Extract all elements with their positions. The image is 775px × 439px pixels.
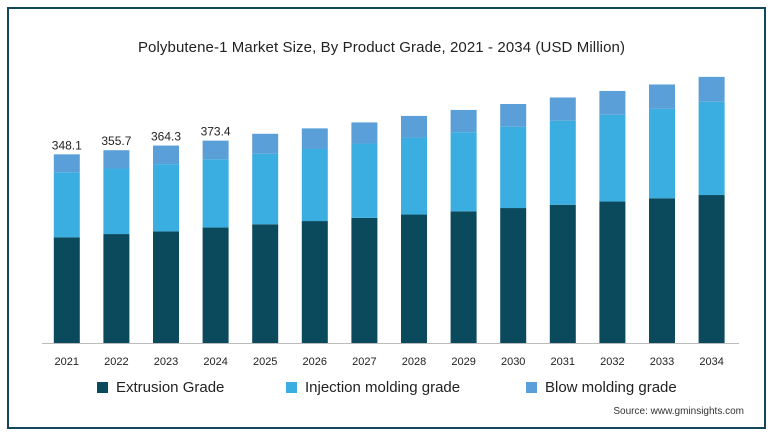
bar-chart: 348.1 2021 355.7 2022 364.3 2023 373.4 2024 2025…: [42, 76, 739, 368]
data-label-2023: 364.3: [151, 130, 181, 144]
bar-2027-blow-molding-grade: [351, 122, 378, 144]
bar-2023-blow-molding-grade: [153, 145, 179, 165]
bar-2033-blow-molding-grade: [649, 84, 675, 109]
bar-2033-injection-molding-grade: [649, 108, 675, 199]
legend-label: Extrusion Grade: [116, 379, 225, 396]
bar-2022-extrusion-grade: [103, 234, 130, 343]
x-tick-label-2031: 2031: [551, 356, 575, 368]
x-tick-label-2033: 2033: [650, 356, 674, 368]
x-tick-label-2034: 2034: [699, 356, 723, 368]
legend-item-blow-molding-grade: Blow molding grade: [526, 379, 677, 396]
bar-2025-extrusion-grade: [252, 224, 279, 343]
bar-2026-blow-molding-grade: [301, 128, 328, 149]
bar-2031-injection-molding-grade: [549, 120, 576, 205]
bar-2034-injection-molding-grade: [698, 101, 725, 196]
bar-2021-injection-molding-grade: [53, 172, 80, 238]
bar-2029-injection-molding-grade: [450, 132, 477, 212]
bar-2028-blow-molding-grade: [401, 115, 427, 138]
bar-2025-blow-molding-grade: [252, 133, 279, 154]
bar-2023-injection-molding-grade: [153, 164, 179, 232]
legend-label: Blow molding grade: [545, 379, 677, 396]
legend-item-extrusion-grade: Extrusion Grade: [97, 379, 224, 396]
bar-2032-blow-molding-grade: [599, 90, 626, 115]
x-tick-label-2027: 2027: [352, 356, 376, 368]
bar-2026-injection-molding-grade: [301, 148, 328, 222]
bar-2023-extrusion-grade: [153, 231, 179, 343]
x-tick-label-2021: 2021: [55, 356, 79, 368]
bar-2030-blow-molding-grade: [500, 103, 527, 127]
bar-2030-injection-molding-grade: [500, 126, 527, 209]
x-tick-label-2032: 2032: [600, 356, 624, 368]
legend-swatch: [286, 382, 297, 393]
x-tick-label-2025: 2025: [253, 356, 277, 368]
bar-2027-injection-molding-grade: [351, 143, 378, 218]
source-note: Source: www.gminsights.com: [613, 406, 744, 417]
x-tick-label-2026: 2026: [303, 356, 327, 368]
bar-2029-extrusion-grade: [450, 211, 477, 343]
bar-2033-extrusion-grade: [649, 198, 675, 343]
bar-2021-extrusion-grade: [53, 237, 80, 343]
bar-2022-blow-molding-grade: [103, 150, 130, 169]
bar-2034-extrusion-grade: [698, 195, 725, 343]
legend-label: Injection molding grade: [305, 379, 461, 396]
legend-item-injection-molding-grade: Injection molding grade: [286, 379, 460, 396]
bar-2028-injection-molding-grade: [401, 137, 427, 215]
data-label-2024: 373.4: [201, 125, 231, 139]
chart-title: Polybutene-1 Market Size, By Product Gra…: [137, 39, 626, 56]
bar-2026-extrusion-grade: [301, 221, 328, 343]
bar-2034-blow-molding-grade: [698, 76, 725, 102]
data-label-2021: 348.1: [52, 138, 82, 152]
x-tick-label-2022: 2022: [104, 356, 128, 368]
x-tick-label-2028: 2028: [402, 356, 426, 368]
x-tick-label-2023: 2023: [154, 356, 178, 368]
x-tick-label-2029: 2029: [451, 356, 475, 368]
bar-2031-extrusion-grade: [549, 204, 576, 343]
bar-2030-extrusion-grade: [500, 208, 527, 343]
bar-2021-blow-molding-grade: [53, 154, 80, 173]
bar-2032-extrusion-grade: [599, 201, 626, 343]
x-tick-label-2030: 2030: [501, 356, 525, 368]
bar-2032-injection-molding-grade: [599, 114, 626, 202]
legend-swatch: [526, 382, 537, 393]
bar-2027-extrusion-grade: [351, 217, 378, 343]
bar-2024-extrusion-grade: [202, 227, 229, 343]
bar-2029-blow-molding-grade: [450, 109, 477, 133]
bar-2022-injection-molding-grade: [103, 168, 130, 235]
x-tick-label-2024: 2024: [203, 356, 227, 368]
chart-legend: Extrusion Grade Injection molding grade Bl…: [9, 379, 768, 401]
data-label-2022: 355.7: [101, 134, 131, 148]
chart-frame: Polybutene-1 Market Size, By Product Gra…: [7, 7, 766, 429]
bar-2031-blow-molding-grade: [549, 97, 576, 121]
bar-2024-injection-molding-grade: [202, 159, 229, 228]
bar-2025-injection-molding-grade: [252, 153, 279, 225]
legend-swatch: [97, 382, 108, 393]
bar-2024-blow-molding-grade: [202, 140, 229, 160]
bar-2028-extrusion-grade: [401, 214, 427, 343]
